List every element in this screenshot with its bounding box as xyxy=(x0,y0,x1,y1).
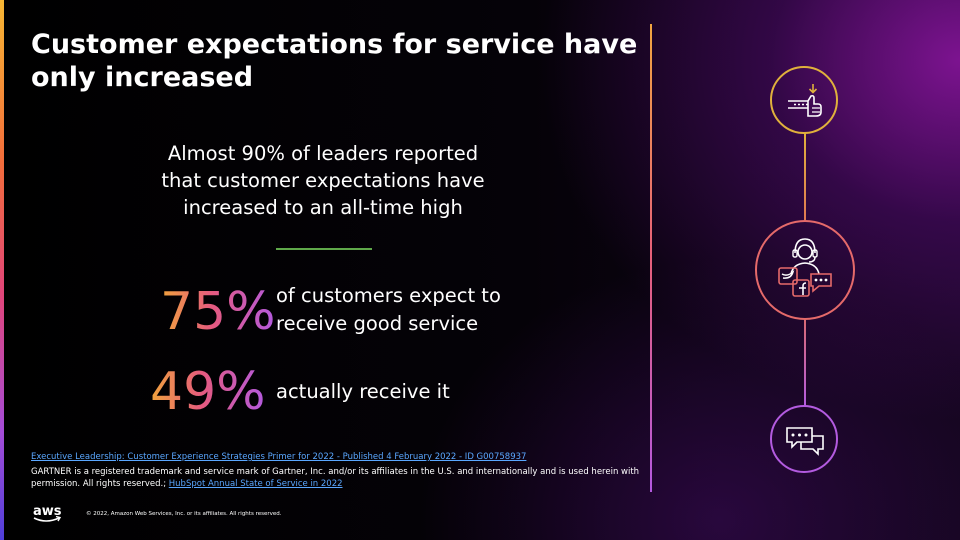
legal-text: GARTNER is a registered trademark and se… xyxy=(31,467,640,489)
slide-title: Customer expectations for service have o… xyxy=(31,29,638,93)
gartner-source-link[interactable]: Executive Leadership: Customer Experienc… xyxy=(31,452,527,462)
support-agent-social-icon xyxy=(755,220,855,320)
thumbs-up-icon xyxy=(770,66,838,134)
connector-line xyxy=(804,320,806,406)
copyright: © 2022, Amazon Web Services, Inc. or its… xyxy=(86,511,282,517)
chat-bubbles-icon xyxy=(770,405,838,473)
stat-value-75: 75% xyxy=(160,282,276,342)
divider xyxy=(276,248,372,250)
lead-statement: Almost 90% of leaders reported that cust… xyxy=(161,142,485,219)
svg-text:aws: aws xyxy=(33,504,62,519)
aws-logo: aws xyxy=(33,504,62,522)
stat-text-49: actually receive it xyxy=(276,380,450,403)
accent-bar xyxy=(0,0,4,540)
legal-notice: GARTNER is a registered trademark and se… xyxy=(31,466,641,490)
hubspot-source-link[interactable]: HubSpot Annual State of Service in 2022 xyxy=(168,479,343,489)
connector-line xyxy=(804,132,806,220)
stat-value-49: 49% xyxy=(150,362,266,422)
vertical-rule xyxy=(650,24,652,492)
stat-text-75: of customers expect to receive good serv… xyxy=(276,284,501,335)
